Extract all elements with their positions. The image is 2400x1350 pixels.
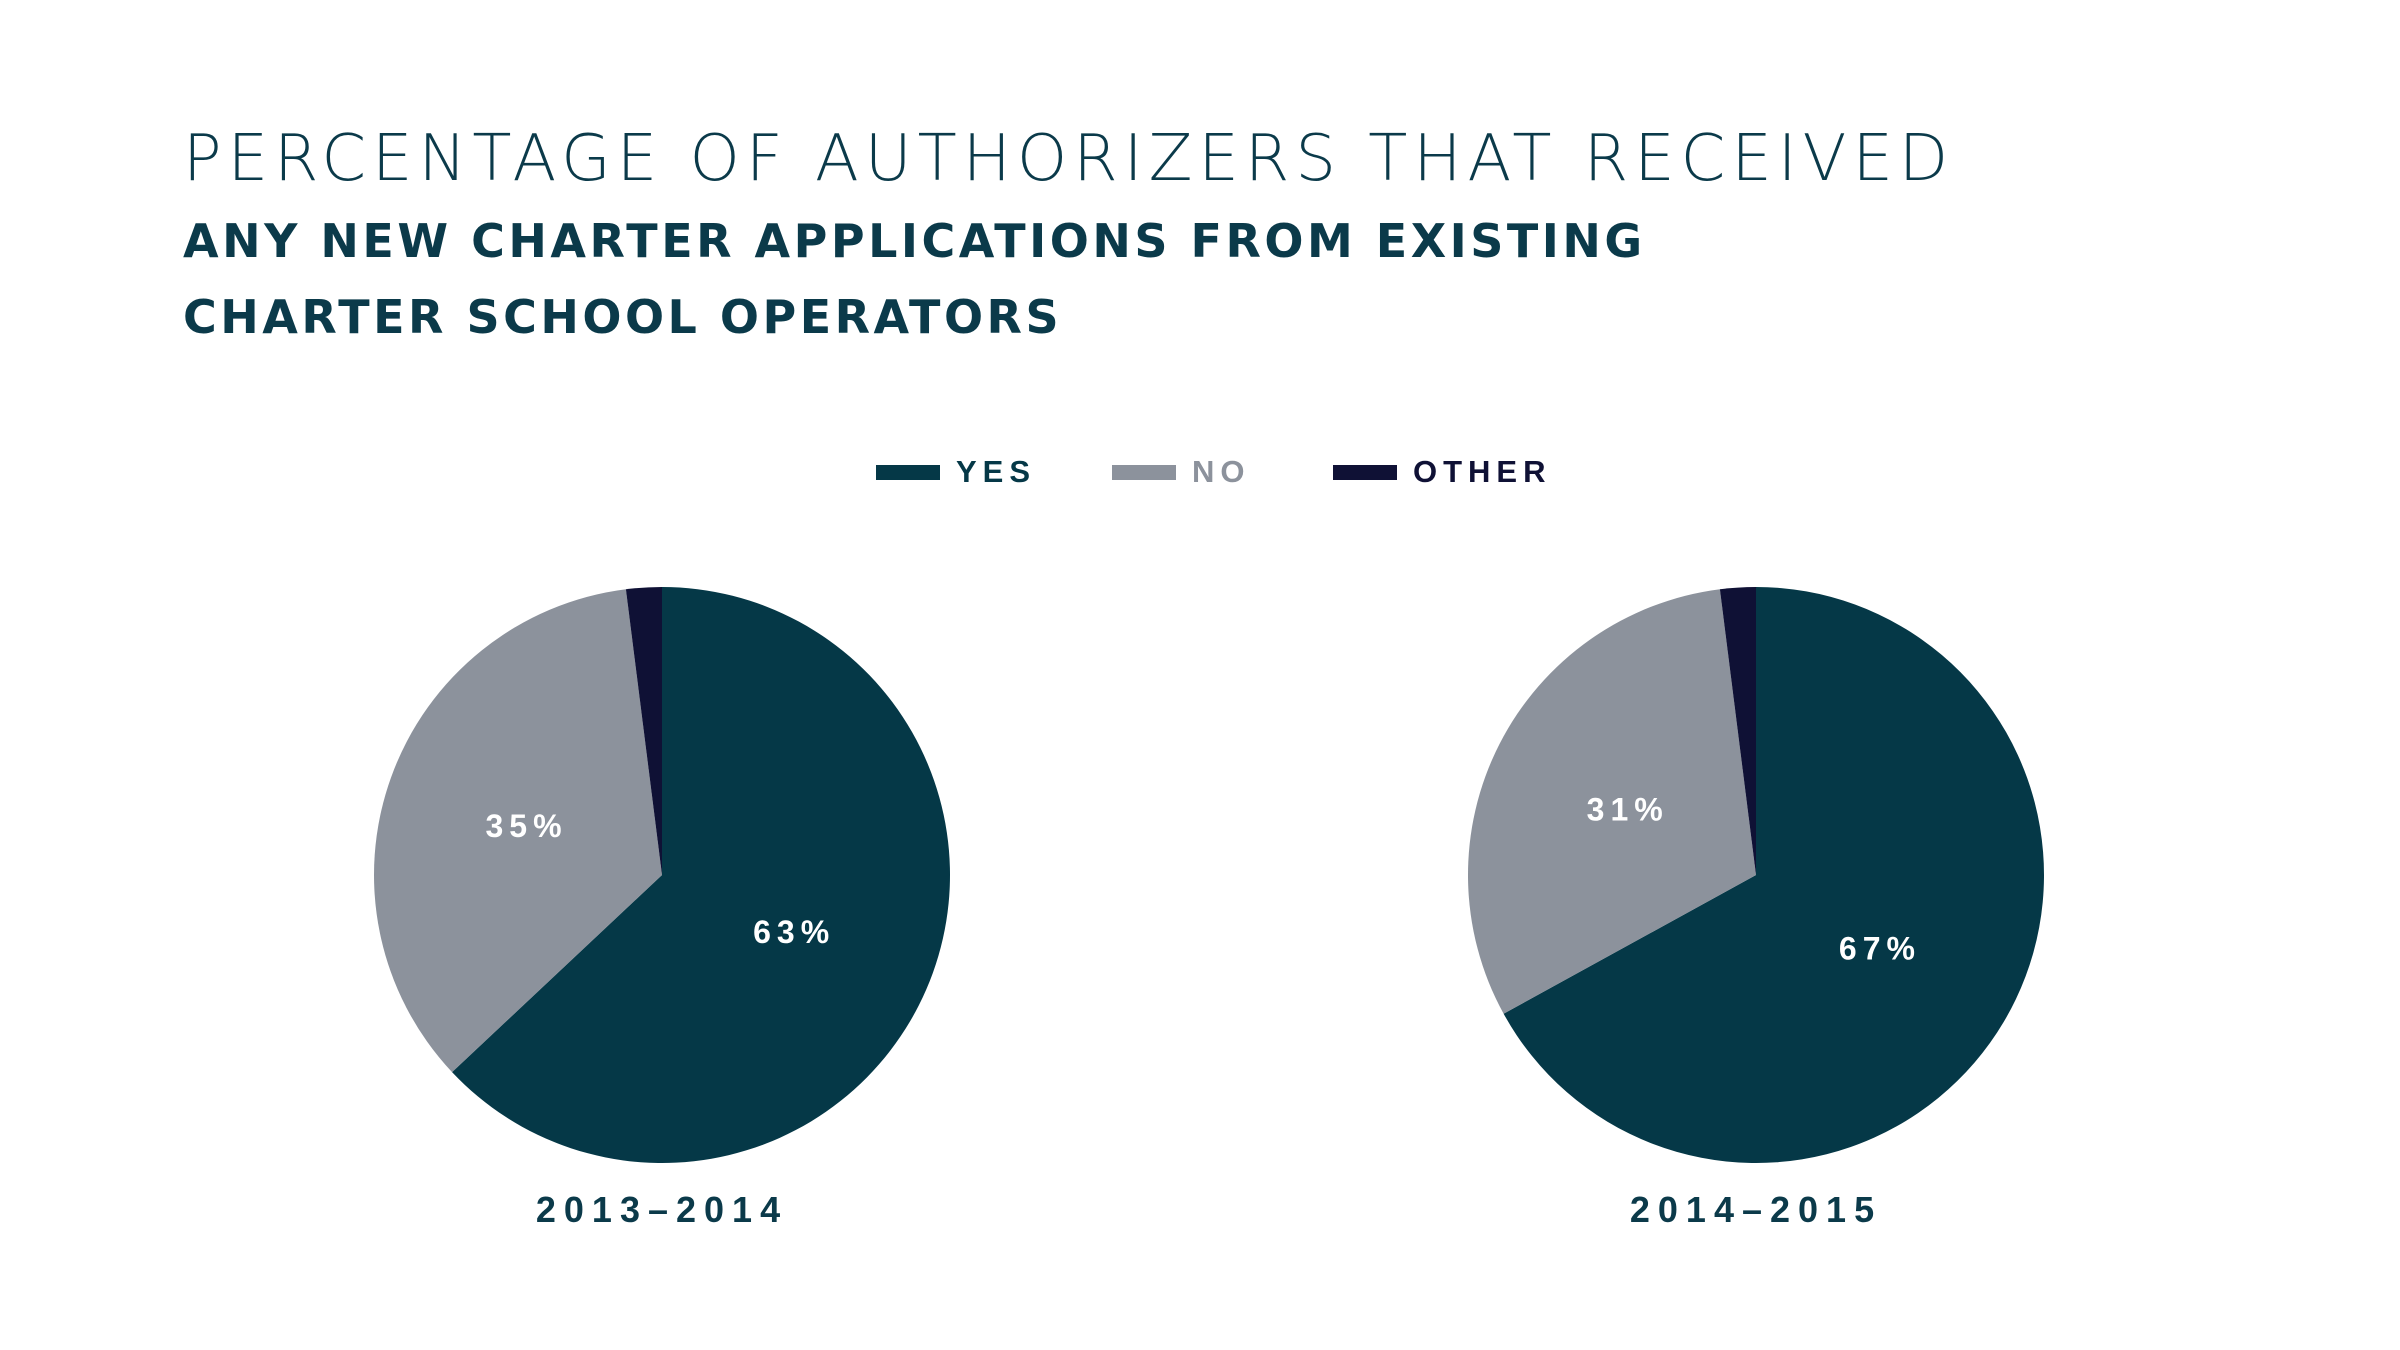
legend-item-yes: YES	[876, 452, 1036, 492]
pie-1-slice-yes	[1503, 587, 2045, 1163]
pie-1-label-no: 31%	[1587, 792, 1669, 828]
legend-item-other: OTHER	[1333, 452, 1552, 492]
pie-0-label-no: 35%	[485, 808, 567, 844]
legend-swatch-yes	[876, 464, 940, 480]
pie-0-slice-yes	[452, 587, 951, 1163]
chart-title-line-3: CHARTER SCHOOL OPERATORS	[183, 290, 1063, 344]
chart-title-line-2: ANY NEW CHARTER APPLICATIONS FROM EXISTI…	[183, 214, 1646, 268]
pie-1-slice-no	[1468, 589, 1756, 1014]
legend: YES NO OTHER	[0, 452, 2400, 492]
pie-0-label-yes: 63%	[753, 914, 835, 950]
pie-0-slice-other	[625, 587, 662, 875]
legend-label-yes: YES	[956, 454, 1037, 489]
legend-item-no: NO	[1112, 452, 1251, 492]
legend-swatch-other	[1333, 464, 1397, 480]
pie-0-slice-no	[374, 589, 662, 1073]
chart-title-line-1: PERCENTAGE OF AUTHORIZERS THAT RECEIVED	[183, 122, 1955, 196]
pie-1-slice-other	[1719, 587, 1756, 875]
pie-1-label-yes: 67%	[1839, 930, 1921, 966]
pie-1-year-label: 2014–2015	[1630, 1189, 1882, 1230]
legend-label-other: OTHER	[1413, 454, 1552, 489]
legend-label-no: NO	[1192, 454, 1251, 489]
legend-swatch-no	[1112, 464, 1176, 480]
pie-0-year-label: 2013–2014	[536, 1189, 788, 1230]
